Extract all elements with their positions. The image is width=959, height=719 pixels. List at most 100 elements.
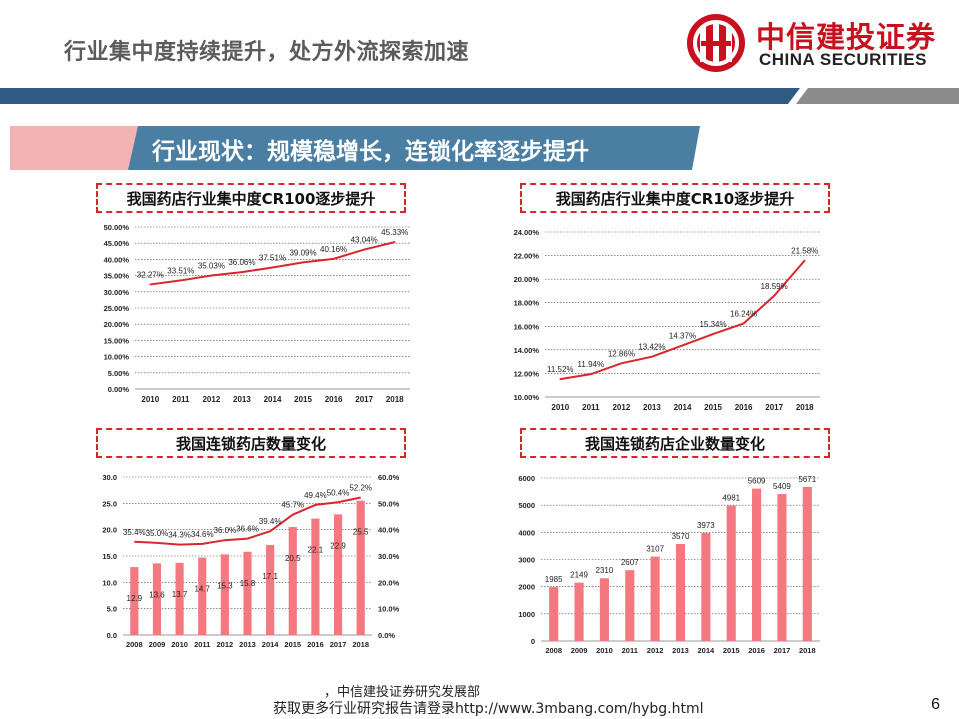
line-value-label: 49.4% — [304, 491, 327, 500]
y2-tick-label: 20.0% — [378, 578, 400, 587]
section-banner: 行业现状：规模稳增长，连锁化率逐步提升 — [10, 126, 700, 170]
y-tick-label: 0 — [531, 637, 535, 646]
y-tick-label: 16.00% — [514, 322, 540, 331]
bar-value-label: 3107 — [646, 545, 664, 554]
data-label: 11.94% — [578, 360, 605, 369]
x-tick-label: 2016 — [735, 403, 753, 412]
x-tick-label: 2010 — [171, 640, 188, 649]
data-point — [210, 274, 213, 277]
x-tick-label: 2014 — [674, 403, 692, 412]
x-tick-label: 2017 — [330, 640, 347, 649]
bar-value-label: 12.9 — [127, 594, 143, 603]
x-tick-label: 2016 — [307, 640, 324, 649]
y-tick-label: 20.00% — [514, 275, 540, 284]
source-note: ，中信建投证券研究发展部 — [324, 685, 481, 700]
x-tick-label: 2014 — [698, 646, 716, 655]
data-label: 35.03% — [198, 262, 225, 271]
bar — [574, 582, 584, 641]
x-tick-label: 2013 — [233, 395, 251, 404]
y-tick-label: 0.00% — [108, 385, 130, 394]
company-logo: 中信建投证券 CHINA SECURITIES — [684, 12, 954, 74]
bar — [675, 544, 686, 641]
data-label: 15.34% — [699, 320, 726, 329]
data-label: 16.24% — [730, 309, 757, 318]
y-tick-label: 1000 — [518, 610, 535, 619]
chart-title-chain-enterprise-count: 我国连锁药店企业数量变化 — [520, 428, 830, 458]
x-tick-label: 2018 — [352, 640, 369, 649]
data-label: 12.86% — [608, 349, 635, 358]
bar-value-label: 2149 — [570, 571, 588, 580]
data-label: 45.33% — [381, 228, 408, 237]
x-tick-label: 2018 — [386, 395, 404, 404]
data-point — [180, 279, 182, 282]
x-tick-label: 2016 — [748, 646, 765, 655]
data-label: 21.58% — [791, 247, 818, 256]
x-tick-label: 2018 — [799, 646, 816, 655]
bar-value-label: 13.6 — [149, 590, 165, 599]
banner-text: 行业现状：规模稳增长，连锁化率逐步提升 — [152, 139, 589, 165]
y-tick-label: 4000 — [518, 528, 535, 537]
data-point — [241, 271, 243, 273]
data-label: 14.37% — [669, 331, 696, 340]
line-value-label: 36.6% — [236, 525, 259, 534]
y-tick-label: 40.00% — [104, 255, 130, 264]
data-label: 18.59% — [761, 282, 788, 291]
x-tick-label: 2014 — [262, 640, 280, 649]
bar — [175, 562, 184, 635]
x-tick-label: 2009 — [149, 640, 166, 649]
bar-value-label: 5409 — [773, 482, 791, 491]
bar — [220, 554, 229, 635]
x-tick-label: 2015 — [704, 403, 722, 412]
x-tick-label: 2018 — [796, 403, 814, 412]
x-tick-label: 2013 — [643, 403, 661, 412]
x-tick-label: 2017 — [765, 403, 783, 412]
line-value-label: 35.0% — [146, 529, 169, 538]
data-point — [742, 322, 745, 325]
bar — [152, 563, 162, 635]
y-tick-label: 18.00% — [514, 299, 540, 308]
x-tick-label: 2013 — [239, 640, 256, 649]
logo-chinese-name: 中信建投证券 — [756, 20, 937, 54]
data-label: 33.51% — [167, 266, 194, 275]
y2-tick-label: 10.0% — [378, 605, 400, 614]
data-point — [363, 248, 365, 251]
y2-tick-label: 30.0% — [378, 552, 400, 561]
y2-tick-label: 50.0% — [378, 499, 400, 508]
bar-value-label: 4981 — [722, 494, 740, 503]
bar — [802, 486, 812, 641]
y-tick-label: 45.00% — [104, 239, 130, 248]
bar — [130, 567, 139, 635]
y-tick-label: 14.00% — [514, 346, 540, 355]
data-label: 13.42% — [638, 343, 665, 352]
x-tick-label: 2016 — [325, 395, 343, 404]
line-value-label: 35.4% — [123, 528, 146, 537]
x-tick-label: 2010 — [141, 395, 159, 404]
bar — [333, 514, 343, 635]
share-line — [134, 496, 361, 546]
y-tick-label: 30.0 — [102, 473, 117, 482]
y-tick-label: 35.00% — [104, 272, 130, 281]
data-point — [651, 355, 653, 358]
page-title: 行业集中度持续提升，处方外流探索加速 — [64, 40, 470, 65]
bar — [726, 505, 736, 641]
y-tick-label: 25.00% — [104, 304, 130, 313]
bar — [701, 533, 711, 641]
x-tick-label: 2012 — [647, 646, 664, 655]
bar-value-label: 15.8 — [240, 579, 256, 588]
bar — [752, 488, 762, 641]
x-tick-label: 2008 — [126, 640, 143, 649]
x-tick-label: 2011 — [582, 403, 600, 412]
bar — [243, 551, 252, 635]
chart-title-chain-store-count: 我国连锁药店数量变化 — [96, 428, 406, 458]
bar-value-label: 3973 — [697, 521, 715, 530]
bar-value-label: 2607 — [621, 558, 639, 567]
line-value-label: 45.7% — [281, 501, 304, 510]
bar — [356, 500, 365, 635]
y-tick-label: 15.0 — [102, 552, 117, 561]
bar-value-label: 25.5 — [353, 528, 369, 537]
data-label: 40.16% — [320, 245, 347, 254]
y-tick-label: 22.00% — [514, 252, 540, 261]
x-tick-label: 2012 — [202, 395, 220, 404]
